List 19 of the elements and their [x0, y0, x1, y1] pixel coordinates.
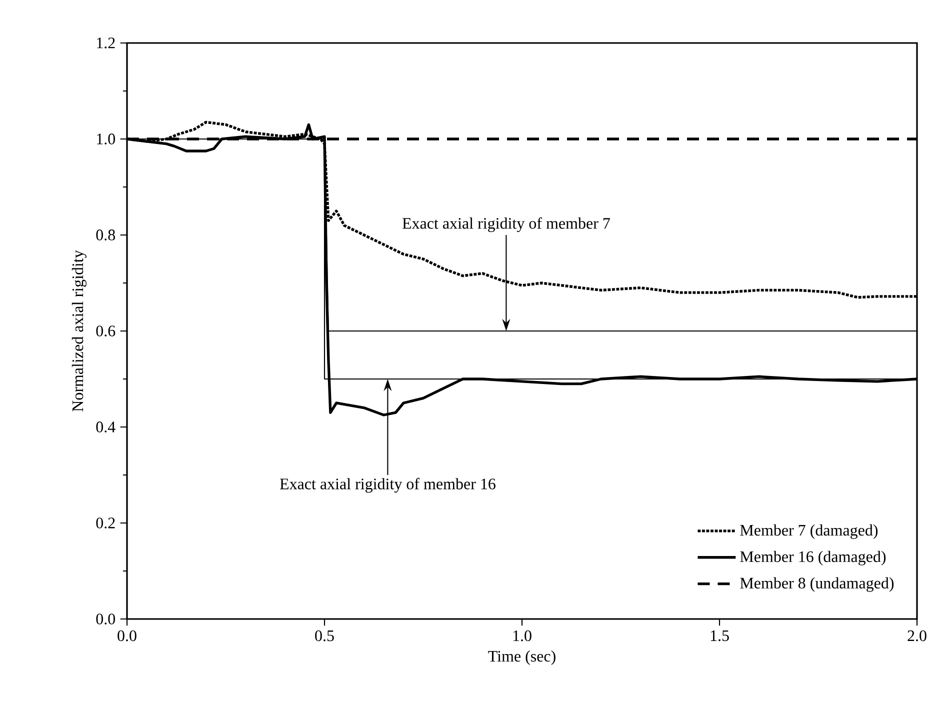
y-tick-label: 0.6 — [96, 326, 116, 336]
legend-label: Member 8 (undamaged) — [740, 577, 894, 592]
legend-label: Member 16 (damaged) — [740, 550, 886, 566]
y-tick-label: 1.2 — [97, 38, 115, 48]
annotation: Exact axial rigidity of member 16 — [280, 478, 496, 493]
x-axis-title: Time (sec) — [488, 650, 556, 665]
x-tick-label: 2.0 — [908, 630, 926, 642]
y-tick-label: 0.8 — [96, 230, 116, 240]
legend-label: Member 7 (damaged) — [740, 524, 878, 539]
y-tick-label: 0.0 — [96, 614, 116, 624]
x-tick-label: 0.5 — [315, 630, 334, 642]
x-tick-label: 1.5 — [710, 630, 729, 642]
x-tick-label: 0.0 — [118, 630, 136, 642]
y-tick-label: 0.2 — [96, 518, 115, 528]
x-tick-label: 1.0 — [513, 630, 532, 642]
annotation: Exact axial rigidity of member 7 — [402, 217, 610, 232]
y-tick-label: 0.4 — [96, 422, 116, 432]
y-axis-title: Normalized axial rigidity — [72, 250, 86, 412]
y-tick-label: 1.0 — [97, 134, 116, 144]
